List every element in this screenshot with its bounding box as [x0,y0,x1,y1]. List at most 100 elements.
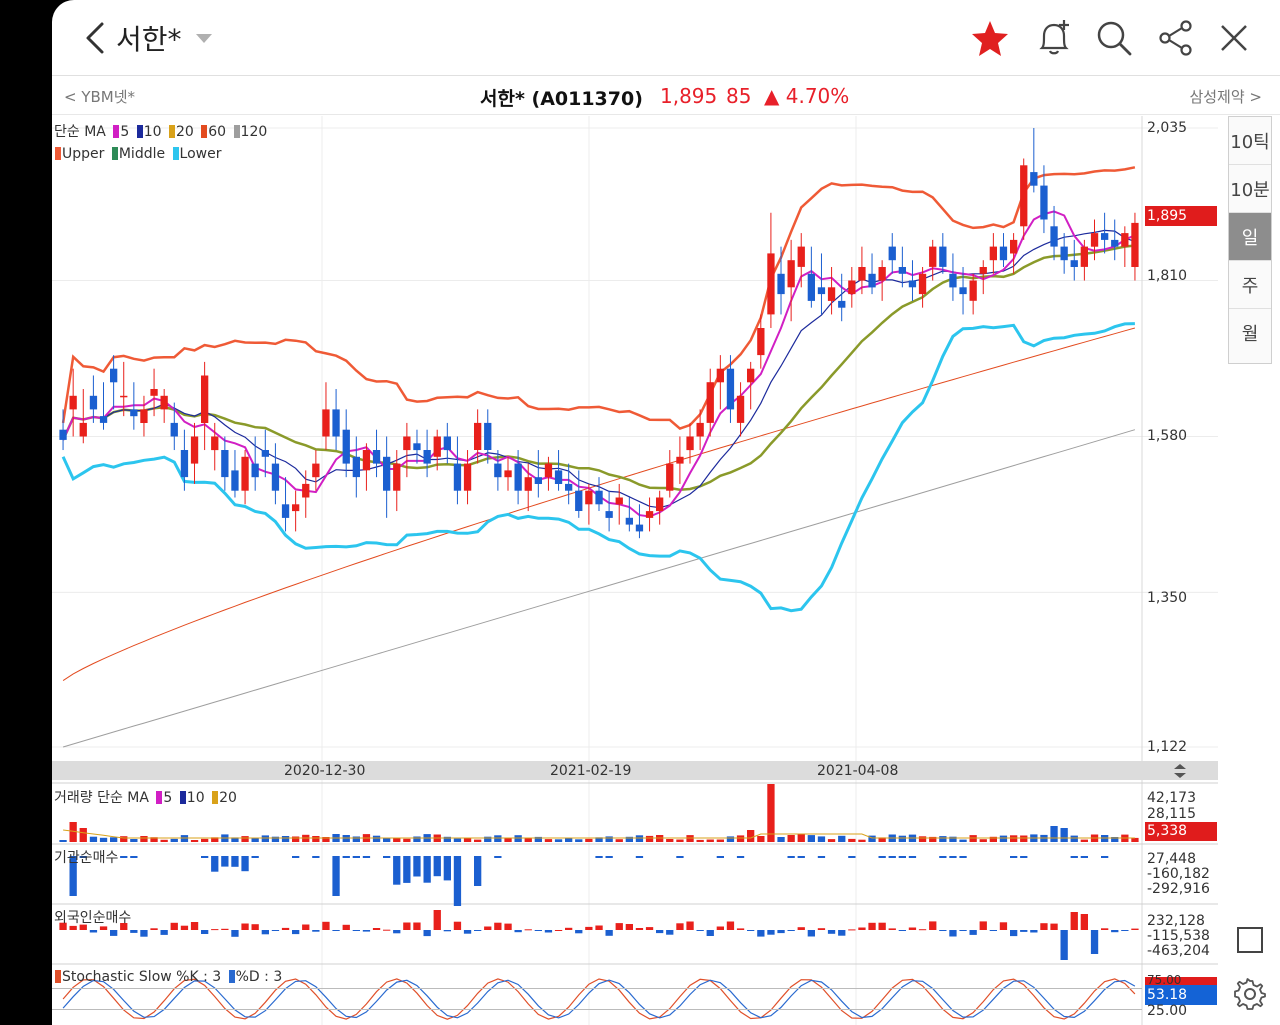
candle-body [868,273,876,288]
inst-bar [211,856,219,872]
volume-bar [949,836,957,842]
inst-bar [241,856,249,872]
foreign-bar [190,922,199,930]
volume-legend: 거래량 단순 MA 5 10 20 [54,787,237,807]
inst-bar [474,856,482,886]
prev-stock-link[interactable]: < YBM넷* [64,88,136,106]
foreign-bar [1030,930,1038,933]
foreign-bar [474,930,482,931]
share-icon[interactable] [1156,18,1196,58]
volume-bar [413,836,421,842]
inst-bar [848,856,856,858]
foreign-bar [969,930,977,935]
period-10min[interactable]: 10분 [1229,165,1271,213]
inst-bar [676,856,684,858]
volume-bar [777,837,785,842]
volume-bar [575,839,583,842]
volume-bar [929,836,937,842]
candle-body [271,463,280,491]
back-arrow-icon[interactable] [80,20,116,56]
bb-upper-label: Upper [62,146,105,162]
volume-bar [383,838,391,842]
volume-bar [99,837,108,842]
volume-bar [969,835,977,842]
foreign-bar [989,930,997,931]
period-week[interactable]: 주 [1229,261,1271,309]
candle-body [211,436,219,451]
volume-bar [544,839,553,842]
foreign-bar [1080,914,1088,930]
foreign-bar [635,928,644,930]
volume-bar [918,836,927,842]
volume-bar [504,838,512,842]
candle-body [332,409,340,437]
foreign-bar [1101,928,1109,930]
stock-title[interactable]: 서한* [116,23,182,56]
volume-bar [251,838,259,842]
candle-body [949,273,957,288]
candle-body [261,450,269,457]
candle-body [645,511,654,518]
foreign-bar [393,930,401,934]
foreign-bar [929,921,937,930]
foreign-bar [838,930,846,936]
foreign-bar [59,922,67,930]
settings-gear-icon[interactable] [1234,978,1266,1010]
candle-body [817,287,826,295]
inst-bar [362,856,371,858]
foreign-bar [423,930,431,937]
foreign-bar [706,930,714,936]
volume-bar [514,835,522,842]
next-stock-link[interactable]: 삼성제약 > [1189,88,1262,106]
period-10tick[interactable]: 10틱 [1229,117,1271,165]
candle-body [484,422,492,450]
inst-bar [1101,856,1109,858]
foreign-bar [292,930,300,935]
period-month[interactable]: 월 [1241,324,1259,345]
foreign-bar [999,922,1008,930]
foreign-bar [696,930,704,931]
inst-axis-label: -160,182 [1147,866,1210,882]
candle-body [524,477,532,491]
period-selector: 10틱 10분 일 주 월 [1228,116,1272,364]
period-day[interactable]: 일 [1229,213,1271,261]
ma-legend: 단순 MA 5 10 20 60 120 [54,121,267,141]
foreign-bar [939,930,947,931]
volume-bar [959,839,967,842]
volume-bar [767,784,775,842]
checkbox-icon[interactable] [1236,926,1264,954]
foreign-bar [372,928,381,930]
candle-body [180,450,189,478]
bell-plus-icon[interactable] [1034,18,1074,58]
candle-body [656,497,664,512]
candle-body [797,246,805,267]
candle-body [686,436,694,451]
foreign-bar [848,929,856,931]
foreign-bar [150,928,158,930]
foreign-bar [342,924,350,930]
price-axis-label: 1,580 [1147,428,1188,444]
vol-ma20-label: 20 [219,790,237,806]
stoch-k-line [62,978,1136,1020]
candle-body [383,456,391,491]
chart-canvas[interactable] [52,116,1218,1025]
foreign-bar [595,925,603,930]
candle-body [1080,246,1088,267]
volume-bar [999,835,1008,842]
resize-arrows-icon[interactable] [1172,763,1188,779]
candle-body [989,246,997,261]
time-axis-bar[interactable]: 2020-12-30 2021-02-19 2021-04-08 [52,761,1218,780]
vol-ma5-label: 5 [163,790,173,806]
candle-body [241,456,249,491]
volume-bar [69,822,77,842]
search-icon[interactable] [1094,18,1134,58]
volume-bar [59,840,67,842]
close-icon[interactable] [1214,18,1254,58]
volume-bar [736,835,745,842]
foreign-bar [898,930,906,931]
dropdown-caret-icon[interactable] [194,30,214,46]
volume-bar [716,839,724,842]
inst-bar [342,856,350,858]
inst-bar [453,856,462,906]
star-icon[interactable] [970,18,1010,58]
